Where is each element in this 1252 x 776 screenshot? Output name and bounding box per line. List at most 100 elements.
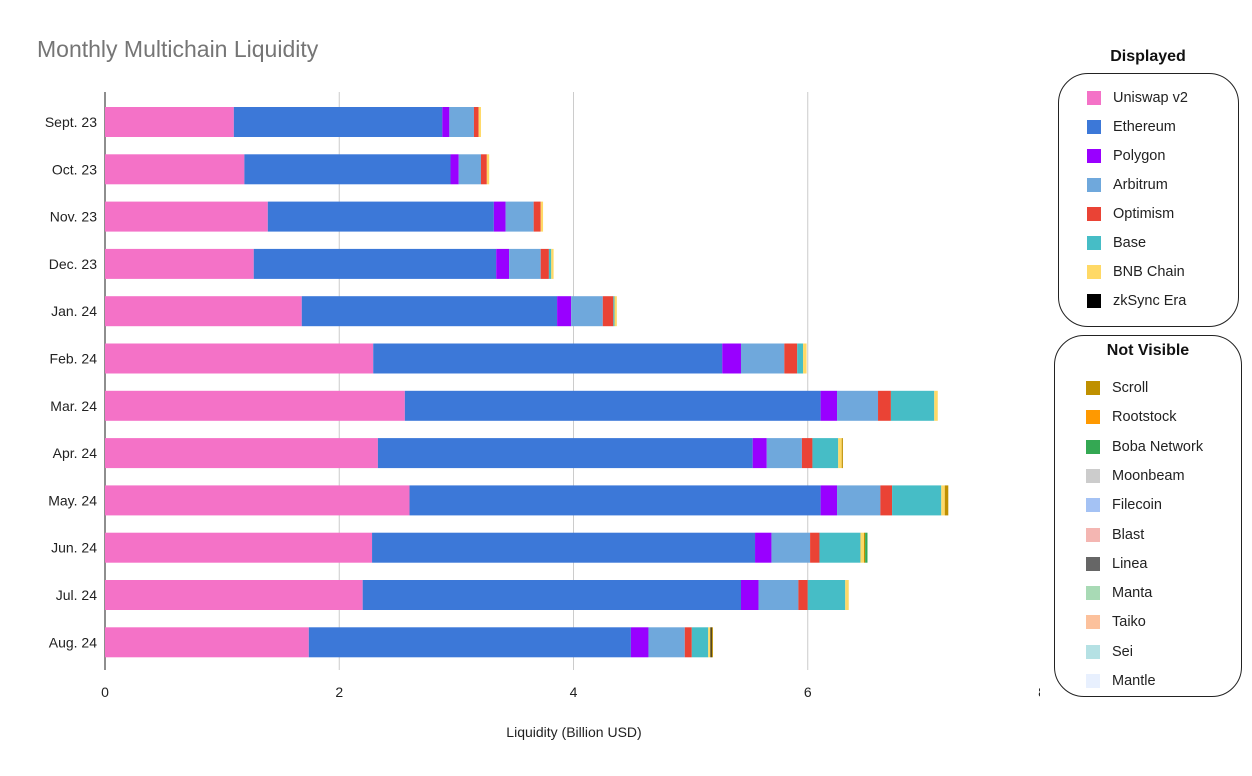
- bar-segment: [105, 438, 378, 469]
- legend-swatch: [1086, 615, 1100, 630]
- legend-box-displayed: Uniswap v2 Ethereum Polygon Arbitrum Optimis…: [1058, 73, 1239, 327]
- bar-segment: [797, 343, 804, 374]
- bar-segment: [551, 248, 554, 279]
- bar-segment: [496, 248, 510, 279]
- bar-segment: [630, 627, 649, 658]
- legend-swatch: [1086, 498, 1100, 513]
- y-tick-label: Dec. 23: [49, 256, 97, 272]
- bar-segment: [838, 438, 842, 469]
- legend-label: Filecoin: [1112, 497, 1162, 514]
- bar-segment: [837, 390, 879, 421]
- legend-label: Moonbeam: [1112, 467, 1185, 484]
- bar-segment: [845, 580, 849, 610]
- x-tick-label: 8: [1038, 684, 1040, 700]
- legend-label: Polygon: [1113, 148, 1166, 164]
- bar-segment: [493, 201, 506, 232]
- legend-label: Ethereum: [1113, 119, 1176, 135]
- bar-segment: [105, 580, 363, 610]
- x-tick-label: 6: [804, 684, 812, 700]
- y-tick-label: Jul. 24: [56, 587, 97, 603]
- legend-item: BNB Chain: [1087, 264, 1185, 280]
- y-tick-label: Apr. 24: [53, 445, 98, 461]
- bar-segment: [372, 532, 756, 563]
- y-tick-label: Nov. 23: [50, 209, 97, 225]
- bar-segment: [533, 201, 541, 232]
- x-tick-label: 0: [101, 684, 109, 700]
- bar-segment: [267, 201, 494, 232]
- bar-segment: [505, 201, 534, 232]
- chart-title: Monthly Multichain Liquidity: [37, 36, 319, 62]
- bar-segment: [837, 485, 881, 516]
- bar-segment: [373, 343, 723, 374]
- legend-box-not-visible: Scroll Rootstock Boba Network Moonbeam Filec…: [1054, 335, 1242, 697]
- bar-segment: [509, 248, 541, 279]
- y-tick-label: Aug. 24: [49, 634, 97, 650]
- legend-item: Arbitrum: [1087, 177, 1168, 193]
- bar-segment: [613, 296, 615, 327]
- bar-segment: [362, 580, 741, 610]
- bar-segment: [820, 390, 838, 421]
- y-tick-label: May. 24: [48, 492, 97, 508]
- bar-segment: [812, 438, 839, 469]
- bar-segment: [766, 438, 802, 469]
- legend-label: Rootstock: [1112, 409, 1177, 426]
- bars: [105, 107, 949, 658]
- bar-segment: [752, 438, 767, 469]
- y-tick-labels: Sept. 23 Oct. 23 Nov. 23 Dec. 23 Jan. 24 Feb.…: [45, 114, 97, 650]
- bar-segment: [105, 343, 374, 374]
- bar-segment: [105, 248, 254, 279]
- bar-segment: [548, 248, 552, 279]
- bar-segment: [105, 627, 309, 658]
- y-tick-label: Jun. 24: [51, 540, 97, 556]
- legend-swatch: [1086, 381, 1100, 395]
- legend-item: Uniswap v2: [1087, 90, 1188, 106]
- legend-label: Sei: [1112, 643, 1133, 660]
- legend-item: Taiko: [1086, 614, 1146, 630]
- legend-item: Scroll: [1086, 380, 1148, 396]
- legend-swatch: [1087, 265, 1101, 279]
- legend-item: Linea: [1086, 556, 1147, 572]
- legend-swatch: [1086, 468, 1100, 483]
- legend-item: Filecoin: [1086, 497, 1162, 513]
- legend-item: Boba Network: [1086, 439, 1203, 455]
- legend-swatch: [1086, 674, 1100, 688]
- legend-swatch: [1087, 178, 1101, 192]
- bar-segment: [865, 532, 868, 563]
- legend-item: Ethereum: [1087, 119, 1176, 135]
- bar-segment: [710, 627, 712, 658]
- legend-swatch: [1087, 294, 1101, 308]
- bar-segment: [740, 580, 759, 610]
- y-tick-label: Jan. 24: [51, 303, 97, 319]
- bar-segment: [458, 154, 481, 185]
- legend-swatch: [1086, 556, 1100, 571]
- bar-segment: [105, 154, 245, 185]
- legend-swatch: [1086, 586, 1100, 601]
- bar-segment: [614, 296, 617, 327]
- legend-swatch: [1087, 149, 1101, 163]
- bar-segment: [478, 107, 481, 137]
- bar-segment: [771, 532, 811, 563]
- bar-segment: [105, 532, 373, 563]
- bar-segment: [308, 627, 631, 658]
- bar-segment: [810, 532, 820, 563]
- legend-item: Sei: [1086, 644, 1133, 660]
- legend-label: Scroll: [1112, 380, 1149, 396]
- bar-segment: [798, 580, 808, 610]
- legend-swatch: [1086, 439, 1100, 454]
- y-tick-label: Mar. 24: [50, 398, 97, 414]
- y-tick-label: Sept. 23: [45, 114, 97, 130]
- bar-segment: [740, 343, 785, 374]
- legend-item: Mantle: [1086, 673, 1156, 689]
- bar-segment: [442, 107, 450, 137]
- legend-item: Polygon: [1087, 148, 1165, 164]
- bar-segment: [450, 154, 459, 185]
- bar-segment: [863, 532, 866, 563]
- bar-segment: [571, 296, 603, 327]
- legend-label: zkSync Era: [1113, 293, 1187, 309]
- bar-segment: [105, 107, 234, 137]
- x-axis-label: Liquidity (Billion USD): [506, 724, 641, 740]
- legend-heading-displayed: Displayed: [1110, 48, 1186, 65]
- bar-segment: [803, 343, 807, 374]
- bar-segment: [449, 107, 474, 137]
- bar-segment: [944, 485, 949, 516]
